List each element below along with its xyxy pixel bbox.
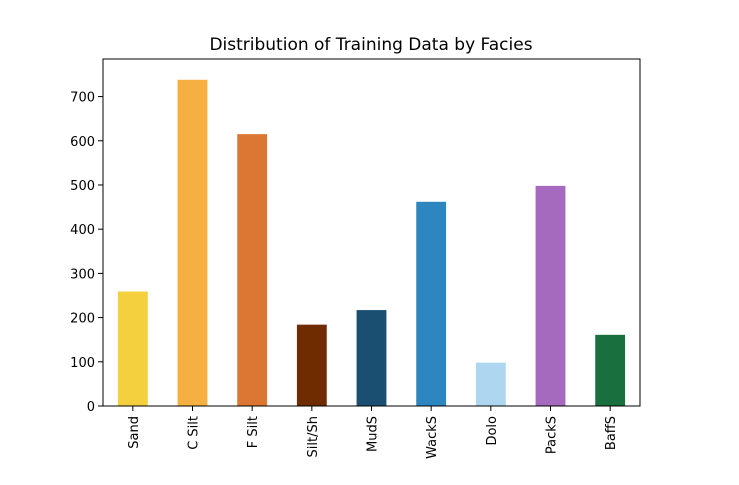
y-tick-label-1: 100 — [70, 356, 95, 371]
bar-8 — [595, 334, 626, 406]
bar-4 — [356, 310, 387, 406]
y-tick-label-5: 500 — [70, 179, 95, 194]
bar-6 — [475, 362, 506, 406]
y-tick-label-4: 400 — [70, 223, 95, 238]
y-tick-label-7: 700 — [70, 91, 95, 106]
chart-title: Distribution of Training Data by Facies — [209, 35, 532, 55]
x-tick-label-4: MudS — [366, 416, 381, 452]
x-tick-label-5: WackS — [425, 416, 440, 459]
bar-2 — [237, 134, 268, 406]
y-axis: 0 100 200 300 400 500 600 700 — [70, 91, 103, 415]
y-tick-label-6: 600 — [70, 135, 95, 150]
x-tick-label-2: F Silt — [246, 416, 261, 448]
bar-0 — [117, 291, 148, 406]
x-tick-label-8: BaffS — [604, 416, 619, 450]
bar-7 — [535, 185, 566, 406]
bar-1 — [177, 79, 208, 406]
y-tick-label-0: 0 — [87, 400, 95, 415]
x-tick-label-3: Silt/Sh — [306, 416, 321, 457]
bar-3 — [296, 324, 327, 406]
x-tick-label-1: C Silt — [187, 416, 202, 450]
x-tick-label-6: Dolo — [485, 416, 500, 446]
bars-group — [117, 79, 626, 406]
x-axis: Sand C Silt F Silt Silt/Sh MudS WackS Dolo Pack… — [127, 406, 619, 459]
bar-5 — [416, 201, 447, 406]
x-tick-label-7: PackS — [545, 416, 560, 454]
plot-frame — [102, 58, 641, 407]
x-tick-label-0: Sand — [127, 416, 142, 449]
y-tick-label-3: 300 — [70, 267, 95, 282]
y-tick-label-2: 200 — [70, 312, 95, 327]
